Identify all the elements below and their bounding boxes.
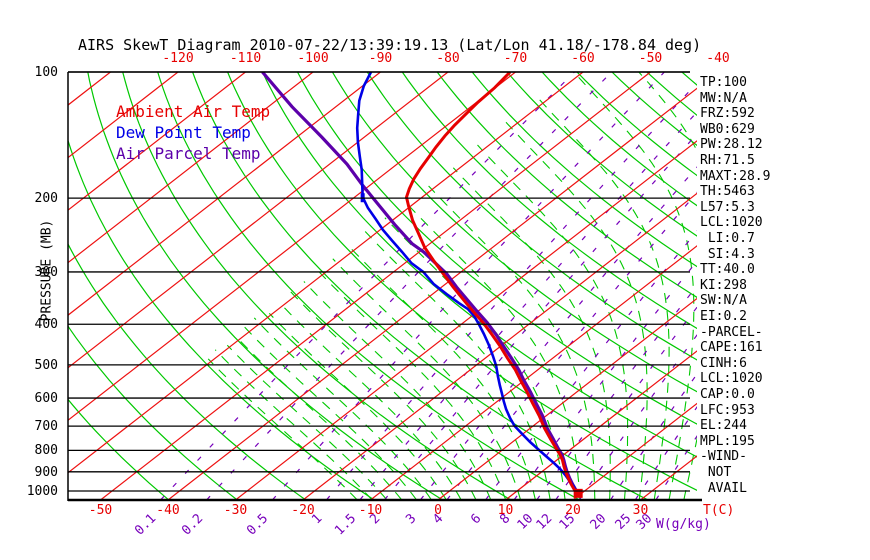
bottom-axis-tick-label: 30 (632, 503, 649, 518)
bottom-axis-tick-label: -10 (358, 503, 383, 518)
top-axis-tick-label: -70 (503, 51, 528, 66)
pressure-tick-label: 1000 (26, 484, 58, 499)
stat-line: CAP:0.0 (700, 387, 755, 402)
top-axis-tick-label: -40 (706, 51, 730, 66)
legend-dew-point: Dew Point Temp (116, 123, 251, 142)
bottom-axis-tick-label: 0 (434, 503, 442, 518)
top-axis-tick-label: -100 (297, 51, 329, 66)
stat-line: LFC:953 (700, 402, 755, 418)
pressure-tick-label: 700 (34, 419, 58, 435)
stat-line: TH:5463 (700, 184, 755, 200)
mixing-unit-label: W(g/kg) (656, 517, 711, 532)
stat-line: MAXT:28.9 (700, 168, 771, 184)
stat-line: RH:71.5 (700, 153, 755, 168)
top-axis-tick-label: -50 (638, 51, 663, 66)
pressure-tick-label: 900 (34, 464, 58, 480)
stat-line: TT:40.0 (700, 262, 755, 278)
surface-temp-marker (573, 488, 583, 498)
stat-line: EL:244 (700, 418, 747, 434)
chart-title: AIRS SkewT Diagram 2010-07-22/13:39:19.1… (78, 36, 702, 54)
plot-lines (68, 72, 697, 500)
stat-line: CINH:6 (700, 355, 747, 371)
bottom-axis-tick-label: 20 (565, 503, 581, 518)
stat-line: PW:28.12 (700, 137, 763, 153)
stat-line: AVAIL (700, 480, 747, 496)
top-axis-tick-label: -80 (436, 51, 460, 66)
pressure-axis-title: PRESSURE (MB) (39, 219, 55, 322)
top-axis-tick-label: -60 (571, 51, 595, 66)
stat-line: MW:N/A (700, 90, 747, 106)
pressure-tick-label: 300 (34, 264, 58, 280)
stat-line: -WIND- (700, 449, 747, 465)
bottom-axis-tick-label: -50 (88, 503, 113, 518)
pressure-tick-label: 600 (34, 391, 58, 407)
pressure-tick-label: 400 (34, 317, 58, 333)
legend-ambient-temp: Ambient Air Temp (116, 102, 271, 121)
stat-line: KI:298 (700, 277, 747, 293)
legend-air-parcel: Air Parcel Temp (116, 144, 261, 163)
bottom-axis-tick-label: 10 (497, 503, 514, 518)
pressure-tick-label: 100 (34, 65, 58, 80)
stat-line: L57:5.3 (700, 199, 755, 215)
bottom-axis-tick-label: -20 (291, 503, 315, 518)
top-axis-tick-label: -120 (162, 51, 194, 66)
top-axis-tick-label: -90 (368, 51, 393, 66)
bottom-axis-tick-label: -30 (223, 503, 248, 518)
stat-line: CAPE:161 (700, 340, 763, 356)
stat-line: MPL:195 (700, 433, 755, 449)
stat-line: SI:4.3 (700, 246, 755, 262)
stat-line: LI:0.7 (700, 231, 755, 246)
pressure-tick-label: 800 (34, 443, 58, 459)
stat-line: TP:100 (700, 75, 747, 90)
stat-line: LCL:1020 (700, 215, 763, 231)
temp-unit-label: T(C) (703, 503, 735, 518)
bottom-axis-tick-label: -40 (156, 503, 180, 518)
stat-line: EI:0.2 (700, 309, 747, 324)
stat-line: WB0:629 (700, 121, 755, 137)
top-axis-tick-label: -110 (229, 51, 262, 66)
stat-line: SW:N/A (700, 293, 747, 309)
stat-line: LCL:1020 (700, 371, 763, 387)
pressure-tick-label: 200 (34, 191, 58, 207)
pressure-tick-label: 500 (34, 357, 58, 373)
stat-line: NOT (700, 465, 732, 480)
stat-line: -PARCEL- (700, 324, 763, 340)
stat-line: FRZ:592 (700, 106, 755, 122)
